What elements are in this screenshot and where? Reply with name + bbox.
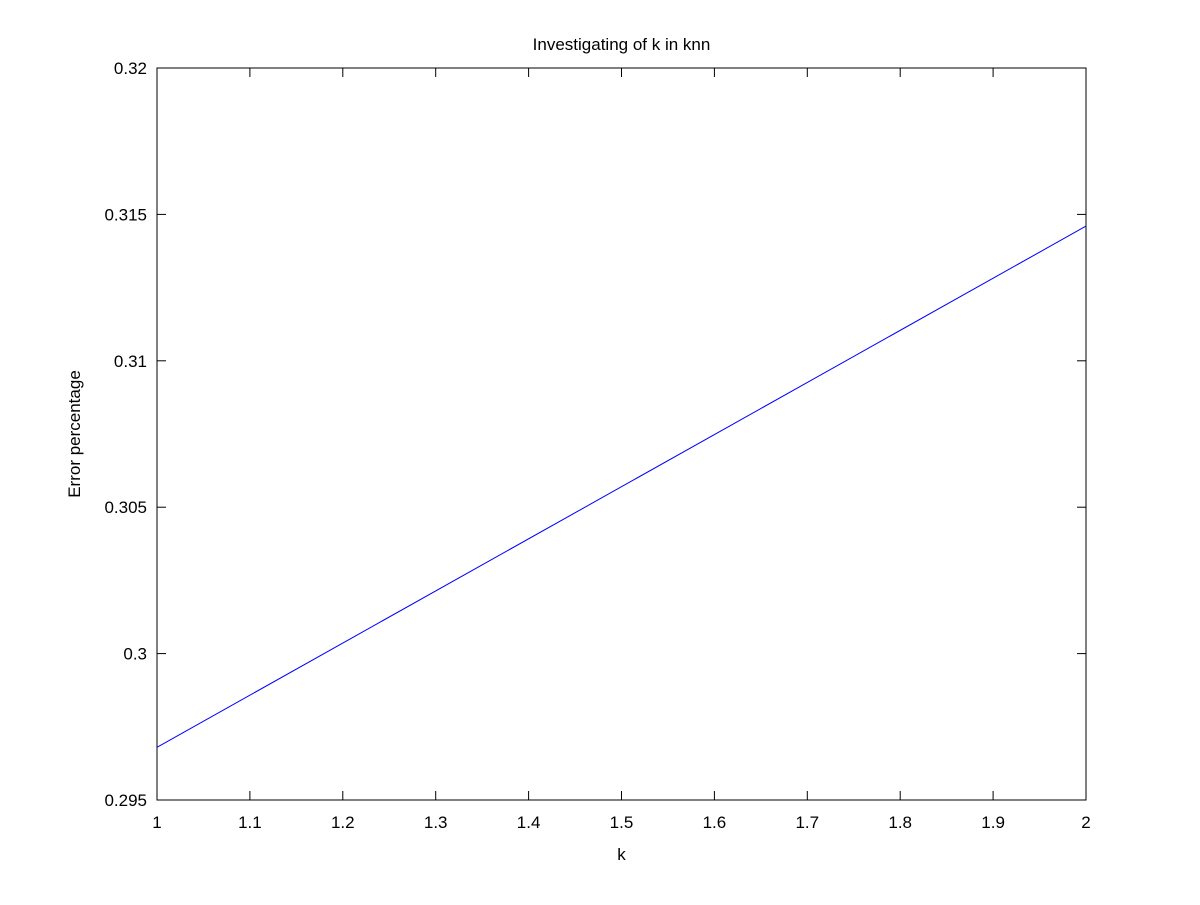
y-axis-label: Error percentage (65, 370, 84, 498)
y-tick-label: 0.3 (123, 645, 147, 664)
x-tick-label: 1 (152, 813, 161, 832)
x-tick-label: 1.9 (981, 813, 1005, 832)
x-tick-label: 1.6 (703, 813, 727, 832)
y-axis-ticks: 0.295 0.3 0.305 0.31 0.315 0.32 (104, 59, 1086, 810)
x-tick-label: 1.5 (610, 813, 634, 832)
x-tick-label: 1.3 (424, 813, 448, 832)
x-tick-label: 1.8 (888, 813, 912, 832)
x-tick-label: 1.4 (517, 813, 541, 832)
plot-area (156, 67, 1087, 801)
x-tick-label: 1.1 (238, 813, 262, 832)
y-tick-label: 0.32 (114, 59, 147, 78)
y-tick-label: 0.31 (114, 352, 147, 371)
x-axis-ticks: 1 1.1 1.2 1.3 1.4 1.5 1.6 1.7 1.8 1.9 2 (152, 68, 1091, 832)
x-tick-label: 1.2 (331, 813, 355, 832)
x-tick-label: 1.7 (795, 813, 819, 832)
y-tick-label: 0.305 (104, 498, 147, 517)
x-tick-label: 2 (1081, 813, 1090, 832)
series-lines (156, 225, 1087, 748)
chart-title: Investigating of k in knn (533, 35, 711, 54)
series-line-0 (156, 225, 1087, 748)
y-tick-label: 0.315 (104, 205, 147, 224)
y-tick-label: 0.295 (104, 791, 147, 810)
x-axis-label: k (617, 845, 626, 864)
